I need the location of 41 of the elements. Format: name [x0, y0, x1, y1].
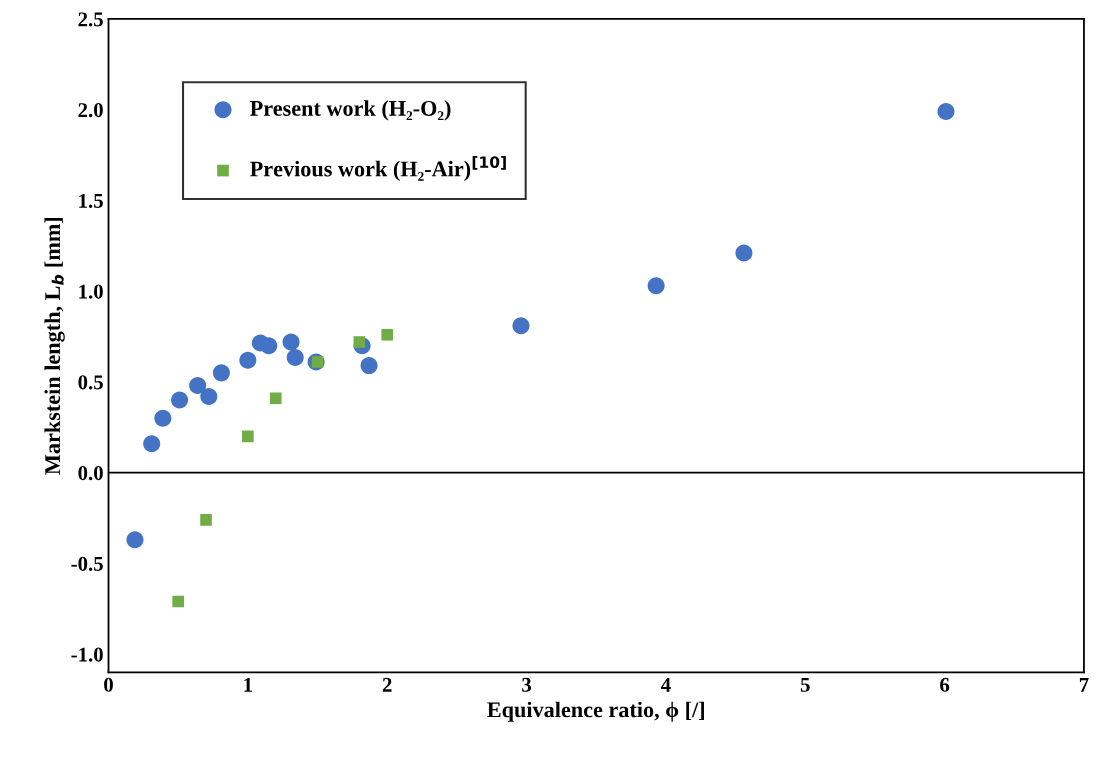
point: [260, 337, 278, 355]
x-tick-label: 4: [660, 677, 671, 692]
point: [200, 514, 212, 526]
point: [647, 277, 665, 295]
point: [282, 333, 300, 351]
x-tick-label: 2: [382, 677, 392, 692]
x-tick-label: 5: [800, 678, 810, 692]
legend-label: Previous work (H₂-Air)$^{[10]}$: [250, 155, 506, 182]
point: [242, 430, 254, 443]
point: [269, 392, 282, 405]
x-tick-label: 1: [244, 677, 252, 692]
y-axis-title: Markstein length, L$_{b}$ [mm]: [44, 217, 65, 475]
point: [937, 103, 955, 121]
point: [143, 435, 161, 453]
point: [154, 409, 172, 427]
point: [172, 595, 184, 608]
x-tick-label: 3: [522, 677, 532, 692]
point: [171, 391, 189, 409]
point: [189, 377, 207, 395]
y-tick-label: 2.0: [78, 103, 103, 118]
y-tick-label: 0.5: [78, 375, 103, 390]
y-tick-label: 0.0: [78, 466, 103, 481]
point: [360, 357, 378, 375]
y-tick-label: -1.0: [71, 647, 103, 662]
point: [735, 244, 753, 262]
x-tick-label: 7: [1079, 678, 1089, 692]
x-axis-title: Equivalence ratio, ϕ [/]: [487, 701, 704, 722]
x-tick-label: 6: [940, 677, 950, 692]
point: [512, 317, 530, 335]
point: [286, 348, 304, 366]
point: [200, 387, 218, 405]
point: [381, 328, 394, 341]
y-tick-label: 1.0: [79, 284, 103, 299]
legend-label: Present work (H₂-O₂): [250, 100, 451, 121]
y-tick-label: 2.5: [78, 12, 103, 27]
y-tick-label: -0.5: [71, 556, 103, 571]
x-tick-label: 0: [104, 677, 113, 692]
point: [212, 364, 230, 382]
y-tick-label: 1.5: [79, 193, 103, 208]
point: [239, 351, 257, 369]
point: [126, 531, 144, 549]
